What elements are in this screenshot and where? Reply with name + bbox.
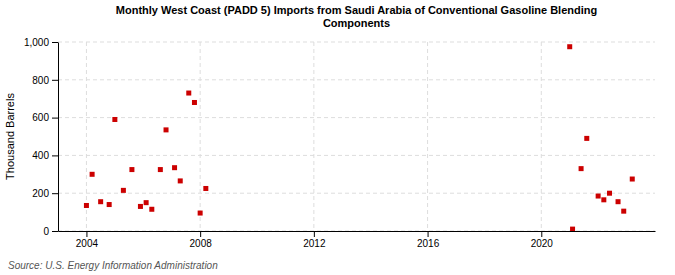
tick-label: 200 bbox=[32, 188, 49, 199]
point bbox=[596, 194, 601, 199]
grid-line bbox=[58, 42, 655, 43]
tick-label: 2020 bbox=[531, 238, 554, 249]
tick-mark bbox=[200, 231, 201, 237]
tick-mark bbox=[428, 231, 429, 237]
tick-mark bbox=[52, 80, 58, 81]
point bbox=[616, 199, 621, 204]
grid bbox=[58, 42, 655, 231]
point bbox=[144, 200, 149, 205]
y-axis-title: Thousand Barrels bbox=[4, 93, 16, 180]
axis-line bbox=[58, 43, 59, 232]
grid-line bbox=[427, 42, 428, 231]
point bbox=[172, 165, 177, 170]
tick-label: 400 bbox=[32, 150, 49, 161]
grid-line bbox=[313, 42, 314, 231]
tick: 0 bbox=[43, 226, 58, 237]
plot: 2004 2008 2012 2016 2020 0 200 400 600 800 1,000 bbox=[24, 37, 656, 249]
tick-label: 600 bbox=[32, 112, 49, 123]
tick-label: 2012 bbox=[303, 238, 326, 249]
point bbox=[149, 207, 154, 212]
point bbox=[112, 117, 117, 122]
point bbox=[198, 211, 203, 216]
title: Monthly West Coast (PADD 5) Imports from… bbox=[116, 4, 597, 29]
grid-line bbox=[86, 42, 87, 231]
point bbox=[129, 167, 134, 172]
point bbox=[158, 167, 163, 172]
grid-line bbox=[541, 42, 542, 231]
grid-line bbox=[58, 155, 655, 156]
tick: 2004 bbox=[76, 231, 99, 249]
tick: 600 bbox=[32, 112, 58, 123]
point bbox=[90, 172, 95, 177]
point bbox=[570, 227, 575, 231]
tick-label: 800 bbox=[32, 75, 49, 86]
point bbox=[192, 100, 197, 105]
tick: 2016 bbox=[417, 231, 440, 249]
tick: 1,000 bbox=[24, 37, 58, 48]
tick-label: 1,000 bbox=[24, 37, 49, 48]
grid-line bbox=[58, 193, 655, 194]
source: Source: U.S. Energy Information Administ… bbox=[8, 260, 218, 271]
tick: 200 bbox=[32, 188, 58, 199]
tick-mark bbox=[52, 42, 58, 43]
point bbox=[621, 209, 626, 214]
tick-label: 2008 bbox=[190, 238, 213, 249]
tick-mark bbox=[52, 193, 58, 194]
tick-label: 2004 bbox=[76, 238, 99, 249]
point bbox=[601, 197, 606, 202]
point bbox=[584, 136, 589, 141]
tick: 2008 bbox=[190, 231, 213, 249]
tick: 800 bbox=[32, 75, 58, 86]
tick-mark bbox=[314, 231, 315, 237]
point bbox=[107, 202, 112, 207]
grid-line bbox=[58, 117, 655, 118]
tick-label: 2016 bbox=[417, 238, 440, 249]
point bbox=[164, 127, 169, 132]
chart: 2004 2008 2012 2016 2020 0 200 400 600 800 1,000 Mo… bbox=[0, 0, 675, 275]
grid-line bbox=[58, 231, 655, 232]
point bbox=[121, 188, 126, 193]
point bbox=[84, 203, 89, 208]
grid-line bbox=[200, 42, 201, 231]
tick: 2012 bbox=[303, 231, 326, 249]
tick-label: 0 bbox=[43, 226, 49, 237]
point bbox=[203, 186, 208, 191]
tick: 2020 bbox=[531, 231, 554, 249]
grid-line bbox=[58, 79, 655, 80]
tick-mark bbox=[52, 118, 58, 119]
tick-mark bbox=[52, 231, 58, 232]
axis-line bbox=[59, 231, 656, 232]
y-axis: 0 200 400 600 800 1,000 bbox=[24, 37, 59, 237]
tick-mark bbox=[52, 155, 58, 156]
x-axis: 2004 2008 2012 2016 2020 bbox=[59, 231, 656, 249]
point bbox=[138, 204, 143, 209]
points bbox=[84, 44, 635, 231]
tick-mark bbox=[86, 231, 87, 237]
point bbox=[98, 199, 103, 204]
point bbox=[567, 44, 572, 49]
point bbox=[579, 166, 584, 171]
point bbox=[186, 91, 191, 96]
point bbox=[630, 177, 635, 182]
tick-mark bbox=[541, 231, 542, 237]
point bbox=[178, 178, 183, 183]
tick: 400 bbox=[32, 150, 58, 161]
point bbox=[607, 191, 612, 196]
